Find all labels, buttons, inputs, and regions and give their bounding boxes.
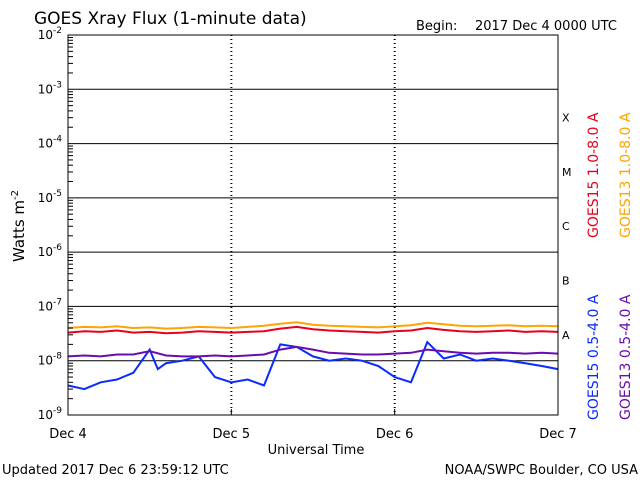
y-axis-ticks: 10-210-310-410-510-610-710-810-9: [38, 26, 73, 422]
y-tick-exp: -6: [53, 243, 62, 253]
series-group: [67, 321, 559, 391]
legend-entry: GOES13 0.5-4.0 A: [618, 294, 634, 420]
series-line: [67, 321, 559, 330]
flare-class-label: X: [562, 112, 570, 125]
x-tick-label: Dec 4: [49, 427, 87, 442]
y-tick-exp: -4: [53, 135, 62, 145]
flare-class-label: C: [562, 220, 570, 233]
y-tick-base: 10: [38, 354, 53, 368]
y-tick-label: 10-4: [38, 135, 63, 151]
y-tick-exp: -9: [53, 406, 62, 416]
y-tick-exp: -3: [53, 80, 62, 90]
legend-entry: GOES13 1.0-8.0 A: [618, 112, 634, 238]
flare-class-label: M: [562, 166, 572, 179]
y-tick-base: 10: [38, 82, 53, 96]
y-tick-label: 10-3: [38, 80, 62, 96]
y-tick-exp: -5: [53, 189, 62, 199]
y-axis-label-base: Watts m: [10, 200, 28, 262]
series-line: [67, 325, 559, 335]
x-tick-label: Dec 5: [213, 427, 251, 442]
series-line: [67, 340, 559, 391]
updated-timestamp: Updated 2017 Dec 6 23:59:12 UTC: [2, 463, 229, 478]
y-tick-base: 10: [38, 137, 53, 151]
plot-frame: [67, 34, 559, 416]
x-axis-label: Universal Time: [268, 443, 365, 458]
y-tick-base: 10: [38, 408, 53, 422]
y-tick-label: 10-7: [38, 297, 62, 313]
y-axis-label-exp: -2: [10, 190, 21, 200]
y-tick-base: 10: [38, 191, 53, 205]
y-tick-label: 10-9: [38, 406, 63, 422]
flare-class-labels: X M C B A: [562, 112, 572, 342]
grid: [68, 34, 558, 416]
y-axis-label: Watts m-2: [10, 190, 28, 262]
y-tick-base: 10: [38, 245, 53, 259]
y-tick-label: 10-2: [38, 26, 62, 42]
y-tick-label: 10-5: [38, 189, 62, 205]
y-tick-exp: -8: [53, 352, 62, 362]
x-tick-label: Dec 7: [539, 427, 577, 442]
x-axis-ticks: Dec 4 Dec 5 Dec 6 Dec 7: [49, 409, 577, 442]
y-tick-label: 10-8: [38, 352, 63, 368]
flare-class-label: A: [562, 329, 570, 342]
begin-label: Begin:: [416, 19, 457, 34]
begin-value: 2017 Dec 4 0000 UTC: [475, 19, 617, 34]
x-tick-label: Dec 6: [376, 427, 414, 442]
y-tick-base: 10: [38, 299, 53, 313]
legend-entry: GOES15 0.5-4.0 A: [586, 294, 602, 420]
y-tick-exp: -7: [53, 297, 62, 307]
credit-text: NOAA/SWPC Boulder, CO USA: [445, 463, 638, 478]
legend-entry: GOES15 1.0-8.0 A: [586, 112, 602, 238]
flare-class-label: B: [562, 275, 570, 288]
y-tick-exp: -2: [53, 26, 62, 36]
series-line: [67, 345, 559, 358]
chart-title: GOES Xray Flux (1-minute data): [34, 9, 307, 29]
y-tick-base: 10: [38, 28, 53, 42]
y-tick-label: 10-6: [38, 243, 63, 259]
legend: GOES15 1.0-8.0 A GOES13 1.0-8.0 A GOES15 0…: [586, 112, 634, 420]
